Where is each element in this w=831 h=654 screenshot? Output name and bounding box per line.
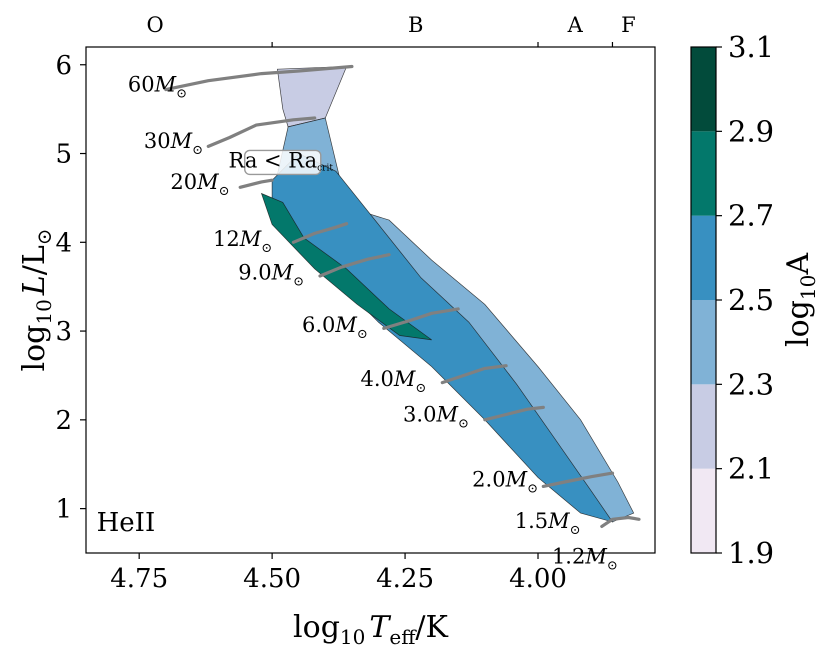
- colorbar-level-2: [691, 300, 716, 385]
- y-tick-label: 5: [55, 140, 72, 170]
- track-9.0-msun: [318, 253, 391, 278]
- x-axis-title: log10 Teff/K: [293, 610, 448, 649]
- panel-label: HeII: [97, 508, 156, 538]
- colorbar-level-4: [691, 131, 716, 216]
- colorbar-tick-label: 2.9: [728, 114, 774, 148]
- annotation-box: [244, 149, 322, 176]
- y-tick-label: 1: [55, 495, 72, 525]
- track-6.0-msun: [382, 307, 460, 330]
- colorbar-level-0: [691, 468, 716, 553]
- track-label-2.0-msun: 2.0M⊙: [472, 467, 538, 496]
- track-label-1.2-msun: 1.2M⊙: [552, 545, 618, 574]
- track-label-9.0-msun: 9.0M⊙: [238, 261, 304, 290]
- spectral-class-A: A: [567, 13, 584, 37]
- track-label-6.0-msun: 6.0M⊙: [302, 313, 368, 342]
- y-tick-label: 6: [55, 51, 72, 81]
- colorbar: 1.9 2.1 2.3 2.5 2.7 2.9 3.1 log10A: [690, 30, 820, 570]
- colorbar-tick-label: 2.1: [728, 452, 774, 486]
- track-30-msun: [206, 116, 317, 148]
- plot-frame: [85, 46, 656, 554]
- track-label-20-msun: 20M⊙: [170, 170, 229, 199]
- track-4.0-msun: [440, 364, 508, 385]
- y-tick-label: 3: [55, 317, 72, 347]
- track-60-msun: [164, 64, 354, 92]
- contour-region-2: [271, 153, 614, 523]
- y-tick-label: 2: [55, 406, 72, 436]
- spectral-class-O: O: [147, 13, 164, 37]
- colorbar-tick-label: 2.3: [728, 367, 774, 401]
- colorbar-tick-label: 3.1: [728, 30, 774, 64]
- track-label-60-msun: 60M⊙: [128, 72, 187, 101]
- y-axis-title: log10L/L⊙: [17, 228, 56, 371]
- colorbar-level-3: [691, 215, 716, 300]
- x-tick-label: 4.50: [243, 564, 301, 594]
- spectral-class-B: B: [408, 13, 423, 37]
- x-tick-label: 4.75: [110, 564, 168, 594]
- track-2.0-msun: [541, 471, 615, 488]
- contour-region-3: [260, 192, 432, 341]
- track-20-msun: [238, 178, 274, 189]
- track-label-30-msun: 30M⊙: [144, 129, 203, 158]
- track-1.5-msun: [600, 515, 641, 529]
- colorbar-level-1: [691, 384, 716, 469]
- track-3.0-msun: [483, 405, 545, 422]
- spectral-class-F: F: [621, 13, 636, 37]
- track-label-3.0-msun: 3.0M⊙: [403, 403, 469, 432]
- colorbar-tick-label: 1.9: [728, 536, 774, 570]
- x-tick-label: 4.00: [509, 564, 567, 594]
- track-label-1.5-msun: 1.5M⊙: [515, 509, 581, 538]
- annotation-text: Ra < Racrit: [229, 148, 334, 173]
- colorbar-level-5: [691, 47, 716, 132]
- track-label-4.0-msun: 4.0M⊙: [361, 367, 427, 396]
- x-tick-label: 4.25: [376, 564, 434, 594]
- plot-area: 60M⊙ 30M⊙ 20M⊙ 12M⊙ 9.0M⊙ 6.0M⊙ 4.0M⊙ 3.0M⊙ 2.0M…: [97, 64, 641, 574]
- plot-clip-group: [164, 64, 641, 529]
- y-tick-label: 4: [55, 228, 72, 258]
- track-12-msun: [291, 222, 349, 244]
- track-label-12-msun: 12M⊙: [213, 227, 272, 256]
- colorbar-tick-label: 2.5: [728, 283, 774, 317]
- colorbar-title: log10A: [781, 253, 820, 347]
- colorbar-tick-label: 2.7: [728, 199, 774, 233]
